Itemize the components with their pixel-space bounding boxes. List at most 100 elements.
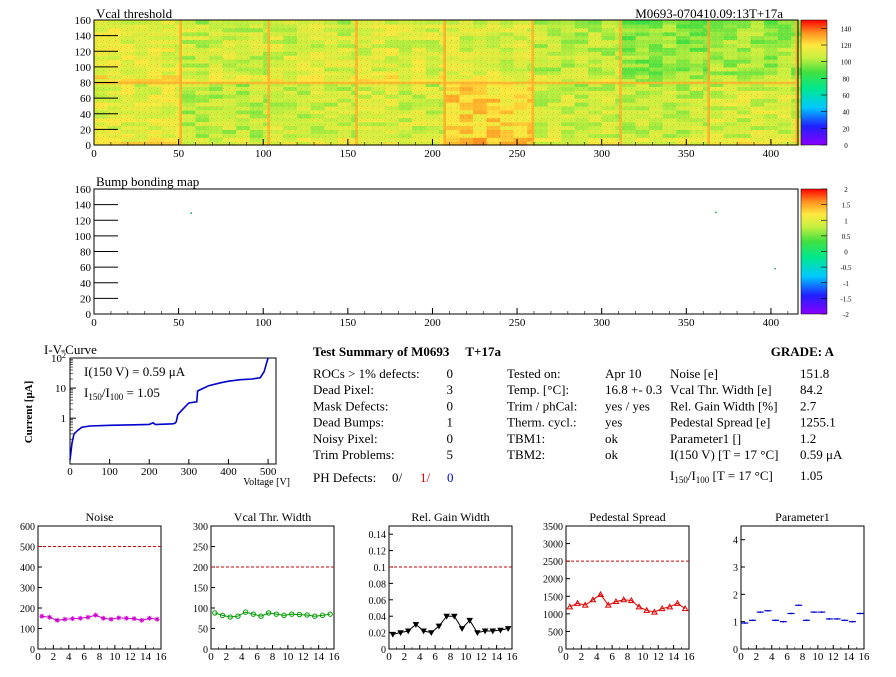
roc-y-tick-label: 400 [20,563,35,574]
roc-point-dot [767,609,769,612]
roc-point-dot [790,612,792,615]
ratio-value: 1.05 [800,468,823,483]
roc-point [289,611,295,617]
module-id-label: M0693-070410.09:13T+17a [635,6,783,21]
bump-map-axes: 0 50 100 150 200 250 300 350 400 0 20 40 60 80 100 120 1… [75,184,789,329]
x-tick-label: 300 [593,148,610,160]
x-tick-label: 50 [173,317,185,329]
roc-point [481,628,489,635]
roc-point [250,611,256,617]
colorbar-tick-label: 120 [841,42,852,50]
y-tick-label: 100 [75,231,92,243]
iv-x-tick-label: 200 [141,466,158,478]
roc-point-dot [851,620,854,623]
roc-x-tick-label: 0 [563,651,569,663]
y-tick-label: 160 [75,15,92,27]
summary-title-suffix: T+17a [465,344,501,359]
roc-point [666,603,674,610]
roc-x-tick-label: 0 [35,651,41,663]
roc-point [574,599,581,606]
y-tick-label: 60 [80,262,92,274]
roc-y-tick-label: 500 [548,627,563,638]
roc-point [265,610,272,616]
summary-left-column: ROCs > 1% defects: 0 Dead Pixel: 3 Mask Defe… [313,366,453,462]
x-tick-label: 350 [678,317,695,329]
roc-y-tick-label: 1000 [543,610,563,621]
roc-point [489,628,497,635]
roc-x-tick-label: 4 [239,651,245,663]
summary-right-label: I(150 V) [T = 17 °C] [670,447,778,462]
ph-defects-value-1: 0/ [392,470,403,485]
roc-point-dot [759,611,762,613]
iv-xlabel: Voltage [V] [243,477,290,488]
roc-point [504,626,512,632]
summary-left-value: 3 [447,382,454,397]
roc-x-tick-label: 8 [448,651,454,663]
summary-left-label: Mask Defects: [313,398,388,413]
summary-right-value: 1255.1 [800,415,836,430]
roc-y-tick-label: 0.08 [369,579,387,590]
summary-left-value: 0 [447,366,454,381]
summary-mid-label: TBM2: [507,447,545,462]
summary-right-value: 0.59 μA [800,447,843,462]
roc-point [427,630,435,637]
roc-point-dot [820,611,823,613]
roc-y-tick-label: 1500 [543,592,563,603]
colorbar-tick-label: -0.5 [840,264,852,272]
iv-ratio-sub2: 100 [110,392,124,402]
roc-x-tick-label: 0 [386,651,392,663]
roc-x-tick-label: 10 [282,651,294,663]
summary-title-main: Test Summary of M0693 [313,344,450,359]
x-tick-label: 300 [593,317,610,329]
roc-y-tick-label: 1 [733,618,738,629]
roc-point [474,630,481,637]
roc-point [304,612,310,618]
roc-y-tick-label: 300 [193,522,208,533]
roc-x-tick-label: 16 [859,651,871,663]
dead-bump-marker [190,212,192,214]
summary-middle-column: Tested on: Apr 10 Temp. [°C]: 16.8 +- 0.3 Tr… [507,366,662,462]
roc-point-dot [813,611,815,613]
y-tick-label: 120 [75,46,92,58]
roc-point [47,614,53,620]
ph-defects-label: PH Defects: [313,470,376,485]
roc-y-tick-label: 200 [20,604,35,615]
roc-point [273,611,280,617]
roc-chart-frame [37,525,162,650]
roc-point [242,609,249,615]
ratio-sub2: 100 [696,475,710,485]
summary-mid-value: ok [605,447,619,462]
iv-y-tick-label: 102 [51,351,66,365]
summary-mid-label: Tested on: [507,366,561,381]
roc-point [312,613,318,619]
vcal-heatmap-noise [94,20,798,145]
roc-point [566,603,574,610]
roc-point [650,608,658,615]
roc-y-tick-label: 0.1 [374,563,387,574]
y-tick-label: 20 [80,124,92,136]
colorbar-tick-label: 20 [843,125,851,133]
iv-ratio-i: I [84,385,88,400]
colorbar-tick-label: 0.5 [842,233,851,241]
roc-y-tick-label: 0 [381,645,386,656]
y-tick-label: 100 [75,62,92,74]
summary-mid-value: 16.8 +- 0.3 [605,382,662,397]
roc-point [597,590,605,598]
roc-x-tick-label: 12 [125,651,136,663]
roc-point [116,615,122,621]
ratio-suffix: [T = 17 °C] [709,468,773,483]
summary-right-label: Pedestal Spread [e] [670,415,770,430]
roc-x-tick-label: 6 [432,651,438,663]
roc-chart-title: Parameter1 [775,510,830,524]
iv-annotation-ratio: I150/I100 = 1.05 [84,385,160,402]
roc-point [219,612,226,619]
x-tick-label: 0 [91,317,97,329]
roc-y-tick-label: 0.12 [369,547,387,558]
x-tick-label: 100 [255,317,272,329]
roc-x-tick-label: 16 [156,651,168,663]
summary-left-value: 1 [447,415,454,430]
x-tick-label: 250 [509,317,526,329]
